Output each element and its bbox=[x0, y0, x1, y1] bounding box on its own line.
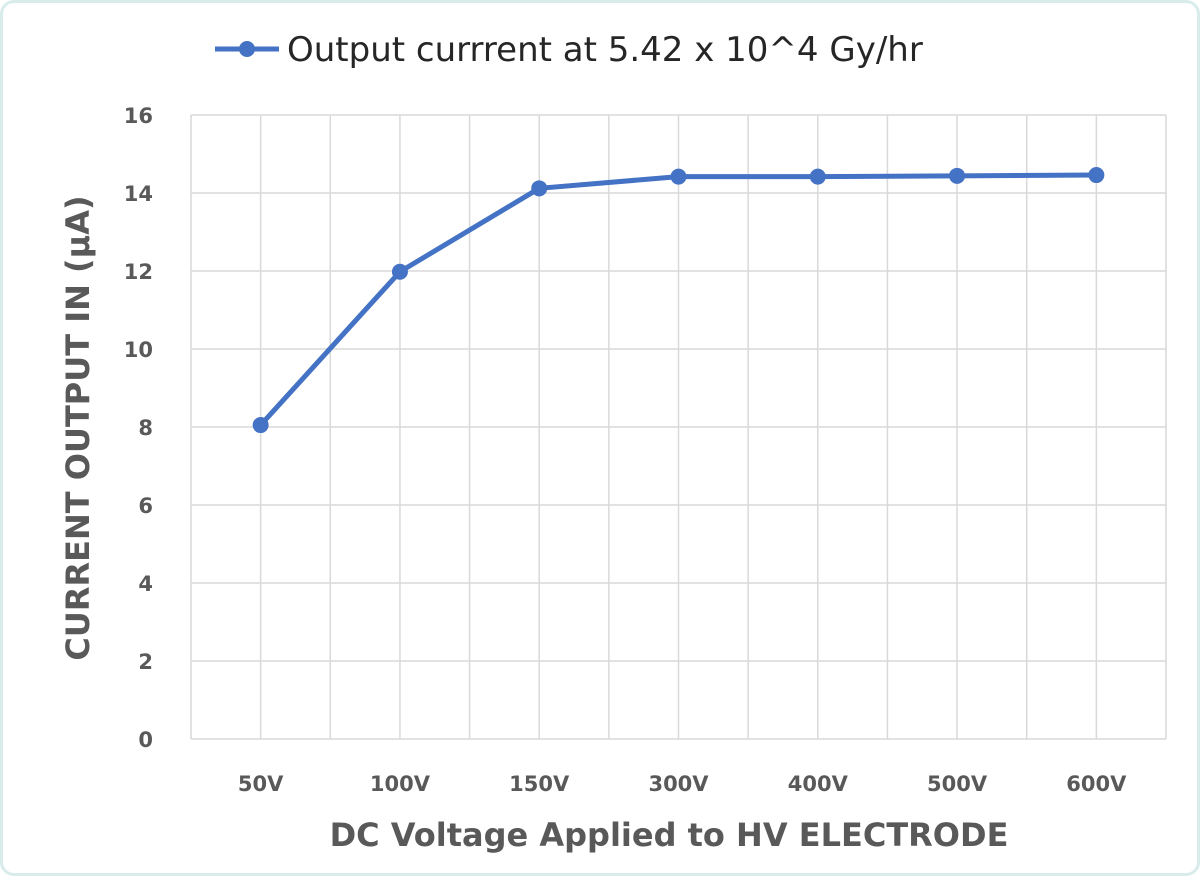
y-tick-label-7: 14 bbox=[124, 182, 153, 206]
y-tick-label-2: 4 bbox=[138, 572, 153, 596]
y-tick-label-1: 2 bbox=[138, 650, 153, 674]
data-point-500V bbox=[949, 167, 966, 184]
data-point-100V bbox=[391, 263, 408, 280]
data-point-600V bbox=[1088, 167, 1105, 184]
x-axis-title: DC Voltage Applied to HV ELECTRODE bbox=[330, 816, 1009, 854]
legend-point-marker bbox=[239, 41, 255, 57]
x-tick-label-1: 100V bbox=[370, 772, 431, 796]
data-point-300V bbox=[670, 168, 687, 185]
x-tick-label-6: 600V bbox=[1066, 772, 1127, 796]
data-point-150V bbox=[531, 180, 548, 197]
y-tick-label-4: 8 bbox=[138, 416, 153, 440]
data-point-50V bbox=[252, 417, 269, 434]
x-tick-label-4: 400V bbox=[788, 772, 849, 796]
y-tick-label-3: 6 bbox=[138, 494, 153, 518]
data-point-400V bbox=[809, 168, 826, 185]
gridlines bbox=[190, 114, 1167, 740]
series-layer bbox=[252, 167, 1105, 434]
y-tick-label-6: 12 bbox=[124, 260, 153, 284]
y-tick-label-8: 16 bbox=[124, 104, 153, 128]
x-tick-label-0: 50V bbox=[238, 772, 284, 796]
legend-label: Output currrent at 5.42 x 10^4 Gy/hr bbox=[287, 30, 923, 70]
x-tick-label-2: 150V bbox=[509, 772, 570, 796]
y-axis-title: CURRENT OUTPUT IN (μA) bbox=[59, 195, 97, 660]
x-axis-ticks: 50V 100V 150V 300V 400V 500V 600V bbox=[238, 772, 1127, 796]
legend: Output currrent at 5.42 x 10^4 Gy/hr bbox=[215, 30, 923, 70]
x-tick-label-5: 500V bbox=[927, 772, 988, 796]
x-tick-label-3: 300V bbox=[648, 772, 709, 796]
y-axis-ticks: 0 2 4 6 8 10 12 14 16 bbox=[124, 104, 153, 752]
y-tick-label-0: 0 bbox=[138, 728, 153, 752]
y-tick-label-5: 10 bbox=[124, 338, 153, 362]
line-chart: 0 2 4 6 8 10 12 14 16 50V 100V 150V 300V 400V 500V 600… bbox=[59, 30, 1167, 854]
